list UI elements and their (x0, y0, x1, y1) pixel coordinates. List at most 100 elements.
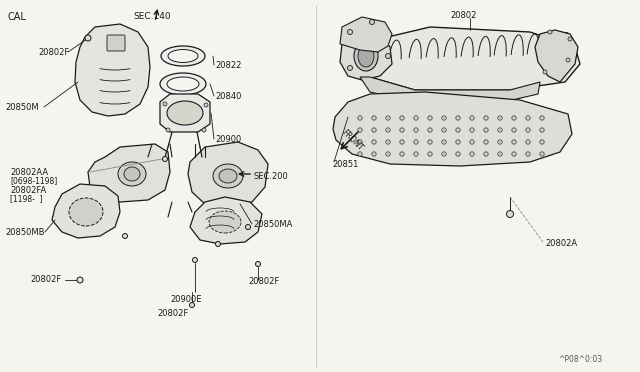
Polygon shape (360, 27, 580, 90)
Circle shape (470, 128, 474, 132)
Circle shape (526, 128, 530, 132)
Circle shape (428, 116, 432, 120)
Circle shape (386, 152, 390, 156)
Polygon shape (333, 92, 572, 166)
Circle shape (400, 116, 404, 120)
Circle shape (506, 211, 513, 218)
Text: 20850MB: 20850MB (5, 228, 45, 237)
Circle shape (358, 116, 362, 120)
Circle shape (512, 116, 516, 120)
Circle shape (163, 102, 167, 106)
Text: 20900: 20900 (215, 135, 241, 144)
Circle shape (85, 35, 91, 41)
Text: SEC.200: SEC.200 (254, 171, 289, 180)
Circle shape (484, 128, 488, 132)
Circle shape (358, 140, 362, 144)
Text: 20802F: 20802F (248, 278, 279, 286)
Ellipse shape (69, 198, 103, 226)
Circle shape (204, 103, 208, 107)
Circle shape (442, 128, 446, 132)
Circle shape (386, 116, 390, 120)
Ellipse shape (167, 101, 203, 125)
Text: [1198-  ]: [1198- ] (10, 195, 43, 203)
Circle shape (442, 152, 446, 156)
Circle shape (456, 152, 460, 156)
Circle shape (498, 116, 502, 120)
Circle shape (372, 116, 376, 120)
Text: SEC.140: SEC.140 (133, 12, 171, 20)
Circle shape (540, 140, 544, 144)
Circle shape (512, 152, 516, 156)
Text: 20802F: 20802F (30, 276, 61, 285)
Circle shape (540, 128, 544, 132)
Circle shape (456, 116, 460, 120)
Text: 20822: 20822 (215, 61, 241, 70)
Text: 20802FA: 20802FA (10, 186, 46, 195)
Circle shape (428, 152, 432, 156)
Polygon shape (88, 144, 170, 202)
Polygon shape (535, 30, 578, 82)
Circle shape (400, 152, 404, 156)
Polygon shape (190, 197, 262, 244)
Circle shape (470, 116, 474, 120)
Polygon shape (188, 142, 268, 207)
Polygon shape (52, 184, 120, 238)
Text: 20850M: 20850M (5, 103, 38, 112)
Circle shape (386, 128, 390, 132)
Circle shape (400, 140, 404, 144)
Circle shape (216, 241, 221, 247)
Circle shape (526, 116, 530, 120)
Circle shape (189, 302, 195, 308)
Ellipse shape (354, 41, 378, 71)
Polygon shape (340, 17, 392, 52)
Ellipse shape (167, 77, 199, 91)
Circle shape (470, 152, 474, 156)
Circle shape (122, 234, 127, 238)
Circle shape (512, 128, 516, 132)
Circle shape (498, 128, 502, 132)
Circle shape (498, 140, 502, 144)
FancyBboxPatch shape (107, 35, 125, 51)
Circle shape (484, 116, 488, 120)
Polygon shape (340, 32, 392, 80)
Circle shape (166, 128, 170, 132)
Ellipse shape (209, 211, 241, 233)
Ellipse shape (358, 45, 374, 67)
Circle shape (358, 152, 362, 156)
Circle shape (414, 140, 418, 144)
Circle shape (456, 128, 460, 132)
Ellipse shape (160, 73, 206, 95)
Text: 20802F: 20802F (38, 48, 69, 57)
Circle shape (456, 140, 460, 144)
Text: 20802A: 20802A (545, 240, 577, 248)
Circle shape (372, 33, 378, 38)
Circle shape (77, 277, 83, 283)
Circle shape (385, 54, 390, 58)
Circle shape (193, 257, 198, 263)
Text: 20802AA: 20802AA (10, 167, 48, 176)
Circle shape (470, 140, 474, 144)
Circle shape (348, 65, 353, 71)
Circle shape (372, 152, 376, 156)
Circle shape (400, 128, 404, 132)
Circle shape (568, 37, 572, 41)
Circle shape (498, 152, 502, 156)
Circle shape (428, 140, 432, 144)
Circle shape (386, 140, 390, 144)
Ellipse shape (161, 46, 205, 66)
Circle shape (414, 152, 418, 156)
Circle shape (540, 116, 544, 120)
Polygon shape (160, 94, 210, 132)
Circle shape (484, 152, 488, 156)
Circle shape (566, 58, 570, 62)
Polygon shape (75, 24, 150, 116)
Text: 20850MA: 20850MA (253, 219, 292, 228)
Circle shape (202, 128, 206, 132)
Polygon shape (360, 77, 540, 104)
Circle shape (255, 262, 260, 266)
Circle shape (512, 140, 516, 144)
Circle shape (358, 128, 362, 132)
Ellipse shape (118, 162, 146, 186)
Circle shape (526, 152, 530, 156)
Circle shape (484, 140, 488, 144)
